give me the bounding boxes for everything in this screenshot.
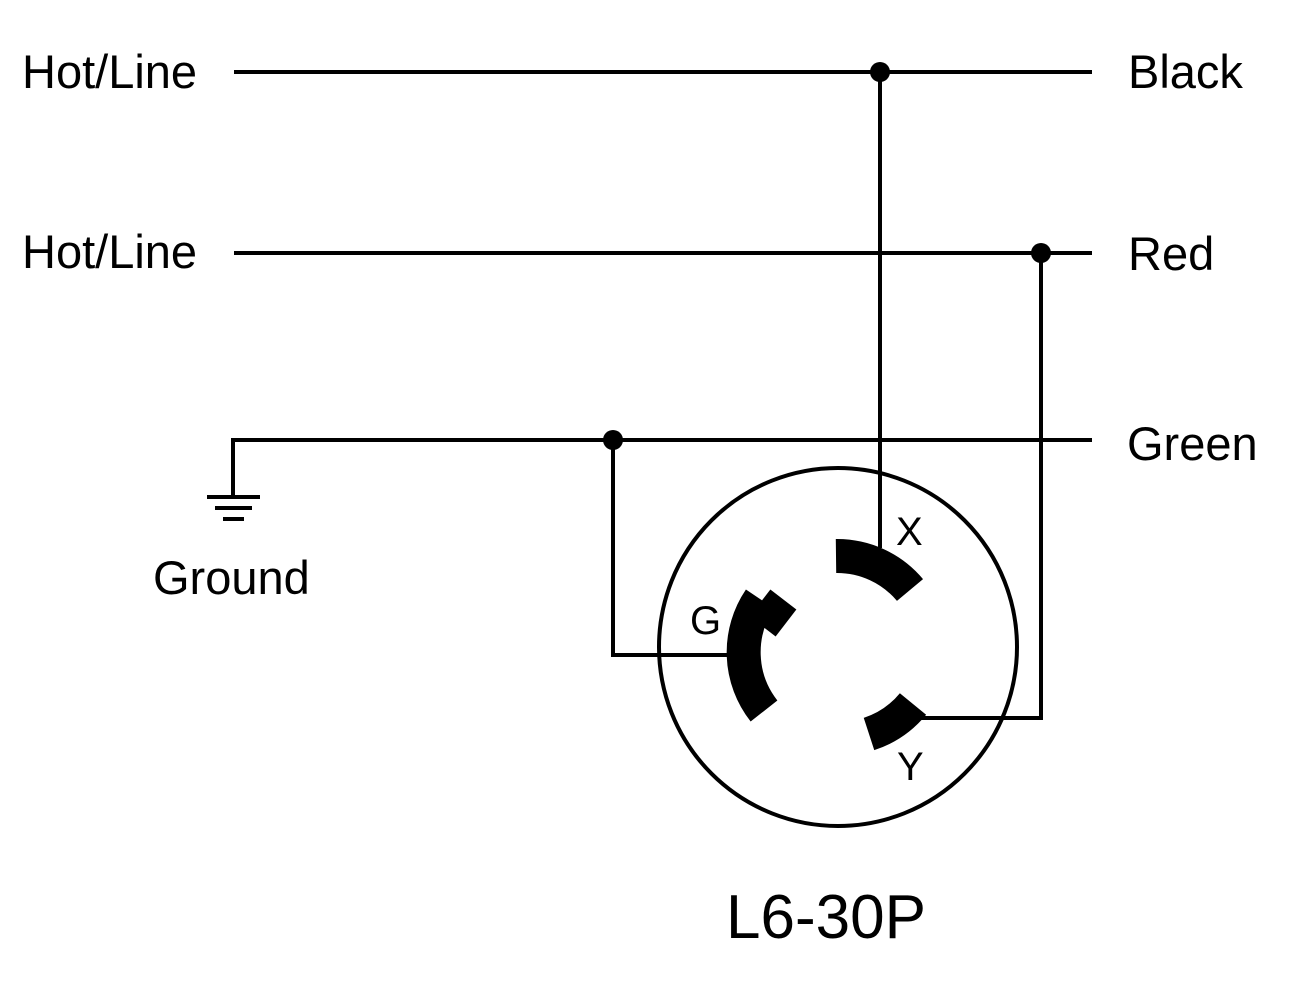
y-pin-wire xyxy=(915,253,1043,720)
pin-label-x: X xyxy=(896,510,923,554)
y-blade xyxy=(863,692,927,751)
ground-wire xyxy=(231,438,1092,498)
g-blade-hook xyxy=(749,589,797,637)
ground-label: Ground xyxy=(153,551,310,604)
green-wire-label: Green xyxy=(1127,417,1258,470)
nema-plug-face-icon xyxy=(657,466,1019,828)
g-pin-wire xyxy=(611,440,728,657)
red-wire-label: Red xyxy=(1128,227,1214,280)
g-blade xyxy=(726,589,778,722)
plug-model-label: L6-30P xyxy=(726,883,926,952)
pin-label-g: G xyxy=(690,599,721,643)
pin-label-y: Y xyxy=(897,745,924,789)
black-wire-label: Black xyxy=(1128,45,1243,98)
junction-dot-black xyxy=(870,62,890,82)
junction-dot-green xyxy=(603,430,623,450)
junction-dot-red xyxy=(1031,243,1051,263)
ground-symbol-icon xyxy=(207,495,260,521)
hot-line-label-1: Hot/Line xyxy=(22,45,197,98)
x-blade xyxy=(835,539,924,602)
hot-line-label-2: Hot/Line xyxy=(22,225,197,278)
plug-outline xyxy=(657,466,1019,828)
